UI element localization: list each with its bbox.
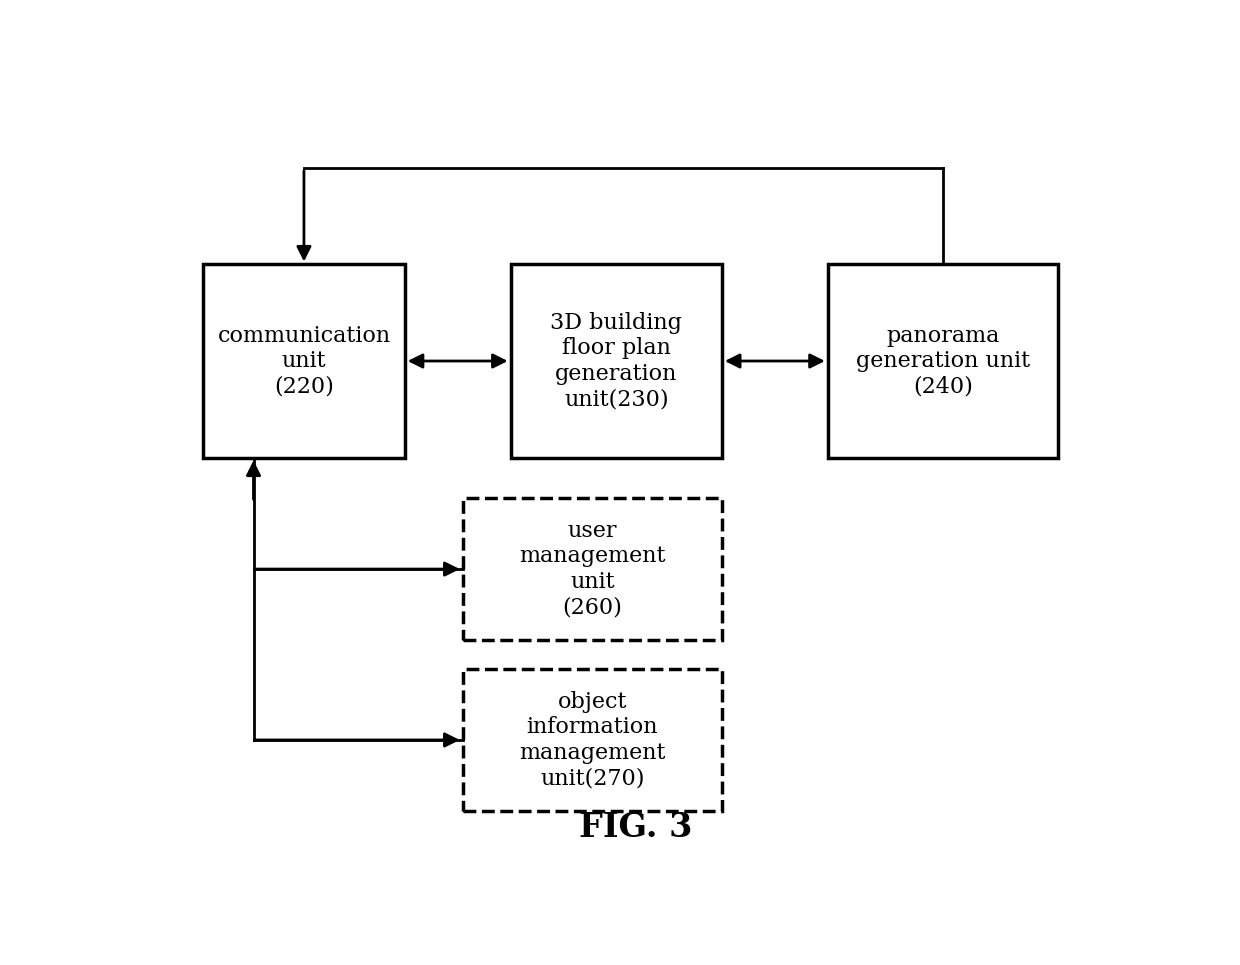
Text: communication
unit
(220): communication unit (220) <box>217 324 391 398</box>
Text: panorama
generation unit
(240): panorama generation unit (240) <box>856 324 1030 398</box>
FancyBboxPatch shape <box>463 499 722 640</box>
Text: FIG. 3: FIG. 3 <box>579 811 692 844</box>
Text: user
management
unit
(260): user management unit (260) <box>520 520 666 619</box>
FancyBboxPatch shape <box>828 264 1058 457</box>
Text: object
information
management
unit(270): object information management unit(270) <box>520 691 666 789</box>
FancyBboxPatch shape <box>511 264 722 457</box>
FancyBboxPatch shape <box>203 264 404 457</box>
FancyBboxPatch shape <box>463 670 722 811</box>
Text: 3D building
floor plan
generation
unit(230): 3D building floor plan generation unit(2… <box>551 312 682 410</box>
